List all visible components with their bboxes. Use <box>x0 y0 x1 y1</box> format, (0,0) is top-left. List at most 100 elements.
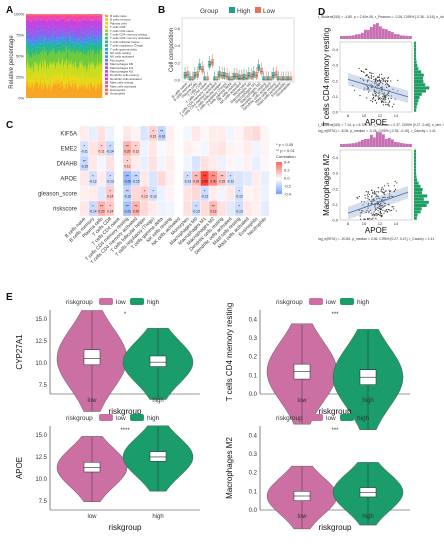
stack-segment <box>60 19 62 28</box>
stack-segment <box>81 75 83 84</box>
legend-swatch <box>105 44 108 47</box>
stack-segment <box>47 50 49 56</box>
stack-segment <box>95 15 97 18</box>
stack-segment <box>63 27 65 32</box>
panel-b: B Group High Low Cell composition 0.00.2… <box>158 5 295 119</box>
stack-segment <box>58 15 60 19</box>
scatter-point <box>367 218 369 220</box>
stack-segment <box>39 74 41 82</box>
stack-segment <box>86 53 88 56</box>
stack-segment <box>47 22 49 24</box>
scatter-point <box>384 99 386 101</box>
stack-segment <box>74 14 76 16</box>
stack-segment <box>50 84 52 98</box>
scatter-point <box>387 209 389 211</box>
stack-segment <box>65 19 67 21</box>
panel-a: A Relative percentage 0%25%50%75%100% B … <box>6 5 150 101</box>
heatmap-cell <box>79 200 89 217</box>
stack-segment <box>56 15 58 20</box>
box-low <box>250 72 253 80</box>
stack-segment <box>63 14 65 16</box>
scatter-point <box>380 203 382 205</box>
stack-segment <box>46 15 48 21</box>
stack-segment <box>73 87 75 98</box>
legend-swatch <box>105 81 108 84</box>
stack-segment <box>92 87 94 98</box>
stack-segment <box>68 46 70 50</box>
scatter-point <box>375 102 378 104</box>
stack-segment <box>63 79 65 86</box>
stack-segment <box>80 46 82 51</box>
stack-segment <box>57 35 59 39</box>
stack-segment <box>76 30 78 36</box>
stack-segment <box>94 85 96 98</box>
stack-segment <box>46 84 48 87</box>
scatter-point <box>359 215 361 217</box>
y-histogram-bar <box>414 213 418 217</box>
scatter-point <box>374 80 377 82</box>
stack-segment <box>48 26 50 32</box>
stack-segment <box>47 14 49 16</box>
stack-segment <box>60 18 62 19</box>
stack-segment <box>49 18 51 20</box>
stack-segment <box>42 43 44 47</box>
stack-segment <box>95 44 97 48</box>
scatter-point <box>386 82 388 85</box>
stack-segment <box>95 41 97 44</box>
scatter-point <box>366 68 368 70</box>
scatter-xlabel: APOE <box>365 118 387 127</box>
stack-segment <box>34 82 36 87</box>
stack-segment <box>69 72 71 82</box>
stack-segment <box>64 45 66 48</box>
stack-segment <box>83 37 85 41</box>
box-pairs <box>183 54 293 81</box>
stack-segment <box>29 15 31 19</box>
stack-segment <box>65 43 67 46</box>
legend-gradient-step <box>276 173 282 175</box>
stack-segment <box>94 65 96 69</box>
scatter-point <box>365 211 367 214</box>
violin-xlabel: riskgroup <box>319 407 352 416</box>
heatmap-cell <box>165 140 175 157</box>
stack-segment <box>81 42 83 45</box>
stack-segment <box>78 40 80 43</box>
legend-gradient-step <box>276 165 282 167</box>
stack-segment <box>51 33 53 38</box>
stack-segment <box>44 14 46 16</box>
ytick-label: 50% <box>16 54 24 59</box>
scatter-point <box>387 91 390 93</box>
stack-segment <box>26 14 28 16</box>
scatter-point <box>379 98 381 100</box>
stack-segment <box>76 43 78 46</box>
violin-xlabel: riskgroup <box>319 523 352 532</box>
stack-segment <box>53 36 55 40</box>
legend-entry: NK cells activated <box>110 55 134 59</box>
stack-segment <box>42 15 44 19</box>
scatter-point <box>371 80 373 83</box>
scatter-point <box>382 93 384 95</box>
scatter-point <box>370 99 372 102</box>
x-histogram-bar <box>385 29 388 39</box>
heatmap-cell <box>251 155 261 172</box>
stack-segment <box>75 46 77 52</box>
stack-segment <box>50 16 52 19</box>
stack-segment <box>46 47 48 51</box>
stack-segment <box>62 44 64 51</box>
stack-segment <box>30 79 32 84</box>
stack-segment <box>93 39 95 41</box>
stack-segment <box>41 14 43 15</box>
scatter-point <box>380 213 382 215</box>
stack-segment <box>67 57 69 60</box>
x-histogram-bar <box>382 28 385 39</box>
stack-segment <box>83 42 85 47</box>
stack-segment <box>72 46 74 51</box>
stack-segment <box>90 50 92 63</box>
scatter-point <box>384 96 386 98</box>
stack-segment <box>26 81 28 86</box>
stack-segment <box>78 38 80 41</box>
heatmap-cell <box>148 200 158 217</box>
stack-segment <box>60 30 62 35</box>
stack-segment <box>68 49 70 51</box>
stack-segment <box>80 21 82 23</box>
stack-segment <box>101 25 103 30</box>
